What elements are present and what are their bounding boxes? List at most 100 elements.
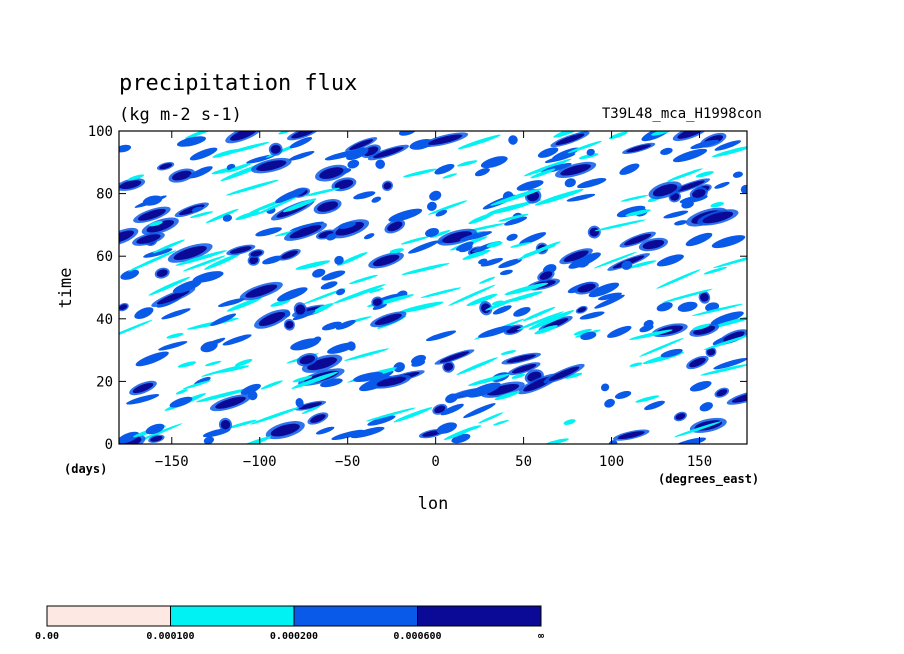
- precip-streak: [699, 402, 713, 412]
- precip-streak: [225, 131, 263, 144]
- precip-streak: [158, 341, 188, 351]
- precip-streak: [498, 258, 522, 269]
- precip-streak: [389, 248, 404, 254]
- precip-streak: [437, 228, 478, 246]
- precip-streak: [434, 349, 475, 365]
- precip-streak: [620, 194, 649, 202]
- precip-streak: [129, 380, 157, 396]
- y-tick-label: 0: [105, 437, 113, 453]
- precip-streak: [703, 334, 747, 351]
- precip-streak: [345, 137, 378, 153]
- x-tick-label: −150: [155, 454, 189, 470]
- precip-streak: [711, 145, 747, 158]
- precip-streak: [371, 296, 384, 308]
- precip-streak: [384, 219, 406, 234]
- precip-streak: [651, 131, 673, 136]
- colorbar-swatch: [417, 605, 542, 627]
- precip-streak: [135, 351, 169, 367]
- plot-frame: [118, 130, 748, 445]
- precip-streak: [492, 305, 512, 315]
- precip-streak: [191, 206, 204, 212]
- x-tick-label: 0: [431, 454, 439, 470]
- precip-streak: [177, 361, 197, 368]
- precip-streak: [698, 290, 711, 304]
- precip-streak: [284, 222, 327, 241]
- precip-streak: [689, 323, 720, 337]
- colorbar: 0.00 0.000100 0.000200 0.000600 ∞: [35, 605, 544, 642]
- precip-streak: [490, 188, 542, 206]
- precip-streak: [501, 352, 541, 365]
- precip-streak: [176, 136, 207, 147]
- precip-streak: [205, 360, 222, 367]
- precip-streak: [660, 348, 683, 358]
- precip-streak: [567, 140, 602, 154]
- precip-streak: [205, 208, 239, 224]
- precip-streak: [516, 180, 544, 191]
- precip-streak: [132, 232, 165, 246]
- precip-streak: [691, 303, 743, 316]
- colorbar-label: 0.000600: [393, 631, 441, 642]
- precip-streak: [303, 187, 341, 197]
- precip-streak: [270, 299, 291, 307]
- precip-streak: [368, 252, 404, 269]
- colorbar-label: 0.000200: [270, 631, 318, 642]
- precip-streak: [363, 233, 375, 240]
- precip-streak: [331, 429, 365, 441]
- precip-streak: [422, 132, 469, 147]
- precip-streak: [360, 144, 381, 158]
- precip-streak: [119, 144, 132, 153]
- precip-streak: [625, 209, 651, 217]
- plot-area: [118, 130, 748, 445]
- precip-streak: [635, 395, 660, 403]
- precip-streak: [209, 394, 252, 412]
- precip-streak: [250, 157, 292, 174]
- precip-streak: [324, 150, 359, 161]
- precip-streak: [442, 173, 458, 179]
- precip-streak: [346, 147, 369, 161]
- precip-streak: [260, 380, 283, 390]
- precipitation-field: [119, 131, 747, 444]
- precip-streak: [365, 407, 416, 422]
- precip-streak: [700, 363, 747, 376]
- precip-streak: [534, 325, 558, 335]
- precip-streak: [184, 131, 219, 139]
- x-tick-label: 150: [687, 454, 712, 470]
- precip-streak: [333, 284, 386, 304]
- precip-streak: [320, 281, 338, 290]
- precip-streak: [511, 373, 525, 379]
- precip-streak: [254, 309, 290, 329]
- precip-streak: [119, 319, 153, 339]
- precip-streak: [203, 436, 214, 444]
- precip-streak: [639, 324, 654, 333]
- precip-streak: [321, 321, 342, 331]
- precip-streak: [326, 233, 337, 241]
- precip-streak: [393, 362, 405, 373]
- precip-streak: [692, 324, 710, 331]
- precip-streak: [120, 269, 140, 280]
- precip-streak: [141, 217, 179, 236]
- precip-streak: [149, 221, 163, 227]
- precip-streak: [498, 213, 529, 222]
- y-tick-label: 100: [88, 124, 113, 140]
- y-tick-label: 80: [96, 187, 113, 203]
- precip-streak: [291, 371, 339, 389]
- precip-streak: [588, 282, 620, 298]
- precip-streak: [616, 205, 646, 218]
- precip-streak: [119, 178, 146, 191]
- precip-streak: [564, 178, 576, 188]
- precip-streak: [408, 240, 439, 254]
- precip-streak: [338, 221, 356, 229]
- precip-streak: [262, 255, 283, 265]
- precip-streak: [393, 407, 433, 423]
- precip-streak: [594, 294, 625, 309]
- precip-streak: [506, 291, 543, 303]
- precip-streak: [566, 193, 596, 202]
- precip-streak: [456, 357, 498, 375]
- precip-streak: [195, 388, 250, 403]
- precip-streak: [353, 371, 384, 383]
- precip-streak: [674, 220, 688, 226]
- precip-streak: [402, 168, 437, 178]
- precip-streak: [513, 306, 531, 317]
- precip-streak: [315, 164, 348, 182]
- precip-streak: [119, 227, 139, 246]
